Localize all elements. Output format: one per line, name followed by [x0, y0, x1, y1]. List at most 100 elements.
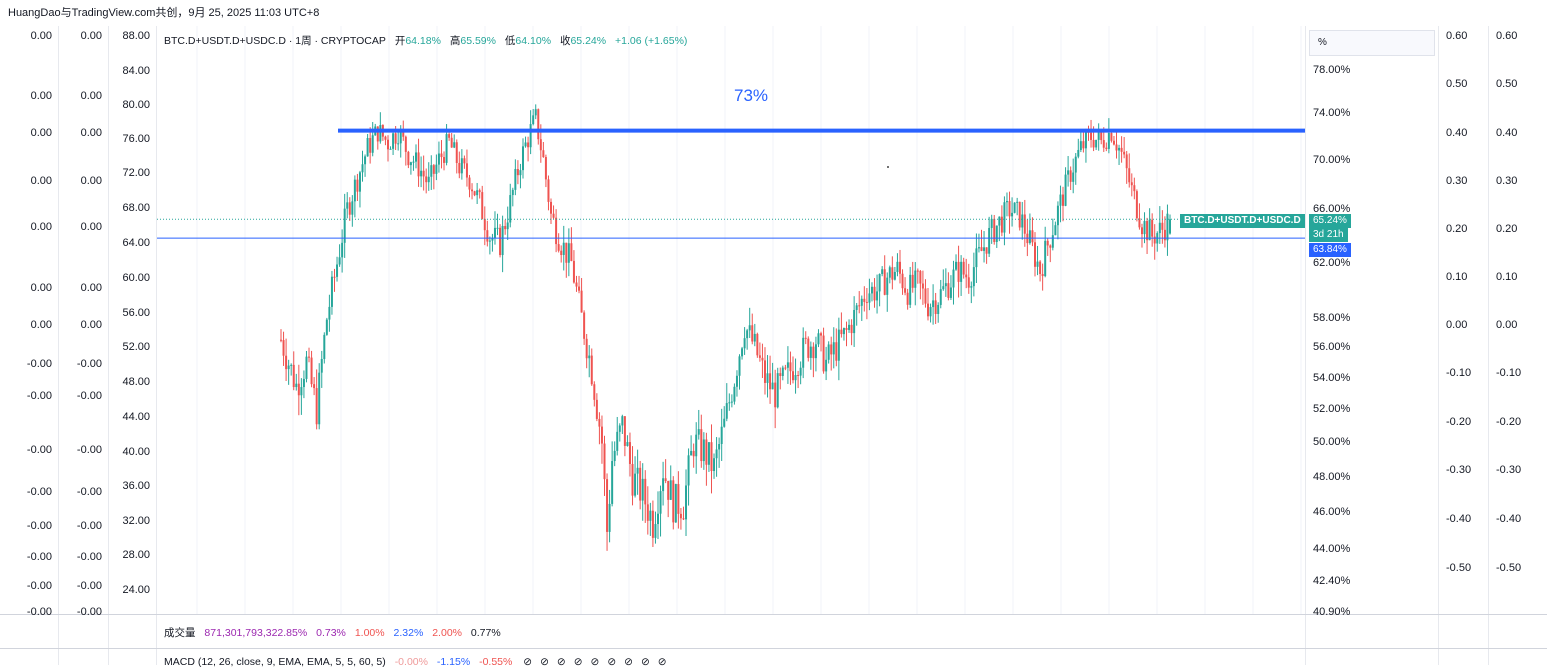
circle-slash-icon[interactable]: ⊘ — [523, 656, 533, 668]
axis-tick-label: 0.50 — [1496, 78, 1518, 90]
circle-slash-icon[interactable]: ⊘ — [624, 656, 633, 668]
price-chart[interactable] — [157, 26, 1305, 614]
circle-slash-icon[interactable]: ⊘ — [657, 656, 667, 668]
candle — [848, 319, 851, 333]
axis-tick-label: 0.10 — [1496, 271, 1518, 283]
candle — [988, 216, 991, 258]
axis-tick-label: 0.00 — [30, 319, 52, 331]
candle — [465, 149, 468, 187]
axis-separator — [1305, 26, 1306, 665]
level-annotation[interactable]: 73% — [734, 86, 769, 105]
candle — [985, 247, 988, 264]
percent-scale-button[interactable]: % — [1309, 30, 1435, 56]
candle — [478, 188, 481, 199]
axis-tick-label: -0.40 — [1446, 513, 1472, 525]
candle — [766, 355, 769, 398]
candle — [567, 228, 570, 277]
circle-slash-icon[interactable]: ⊘ — [556, 656, 566, 668]
candle — [929, 303, 932, 323]
circle-slash-icon[interactable]: ⊘ — [607, 656, 617, 668]
candle — [534, 104, 537, 120]
candle — [290, 363, 293, 376]
axis-tick-label: 64.00 — [122, 237, 150, 249]
candle — [427, 162, 430, 191]
candle — [825, 346, 828, 381]
candle — [392, 131, 395, 155]
candle — [481, 185, 484, 220]
candle — [1097, 123, 1100, 151]
volume-value-5: 2.00% — [432, 627, 462, 639]
pane-separator — [0, 614, 1547, 615]
candle — [850, 319, 853, 346]
legend-symbol[interactable]: BTC.D+USDT.D+USDC.D · 1周 · CRYPTOCAP — [164, 35, 386, 47]
candle — [685, 469, 688, 537]
candle — [855, 302, 858, 326]
axis-tick-label: 40.90% — [1313, 606, 1351, 618]
circle-slash-icon[interactable]: ⊘ — [540, 656, 549, 668]
candle — [858, 291, 861, 314]
candle — [575, 275, 578, 292]
candle — [863, 286, 866, 312]
circle-slash-icon[interactable]: ⊘ — [590, 656, 600, 668]
candle — [967, 263, 970, 294]
macd-legend[interactable]: MACD (12, 26, close, 9, EMA, EMA, 5, 5, … — [164, 656, 667, 668]
candle — [746, 328, 749, 350]
candle — [1041, 263, 1044, 291]
candle — [572, 250, 575, 284]
candle — [432, 163, 435, 190]
open-value: 64.18% — [405, 35, 441, 47]
candle — [1064, 167, 1067, 207]
candle — [659, 485, 662, 537]
candle — [771, 362, 774, 390]
candle — [1079, 129, 1082, 153]
volume-legend[interactable]: 成交量 871,301,793,322.85% 0.73% 1.00% 2.32… — [164, 625, 501, 640]
candle — [1074, 153, 1077, 185]
candle — [588, 345, 591, 378]
chart-legend: BTC.D+USDT.D+USDC.D · 1周 · CRYPTOCAP 开64… — [164, 33, 693, 48]
axis-tick-label: 44.00 — [122, 411, 150, 423]
candle — [1163, 216, 1166, 248]
candle — [409, 161, 412, 175]
candle — [1169, 214, 1171, 235]
axis-tick-label: 32.00 — [122, 515, 150, 527]
axis-tick-label: -0.30 — [1446, 464, 1472, 476]
candle — [476, 182, 479, 205]
candle — [690, 435, 693, 456]
circle-slash-icon[interactable]: ⊘ — [573, 656, 583, 668]
candle — [608, 489, 611, 543]
candle — [496, 213, 499, 236]
circle-slash-icon[interactable]: ⊘ — [640, 656, 650, 668]
candle — [761, 343, 764, 378]
candle — [557, 233, 560, 253]
candle — [845, 321, 848, 347]
candle — [1090, 119, 1093, 148]
candle — [837, 317, 840, 381]
candle — [781, 365, 784, 381]
candle — [735, 370, 738, 397]
axis-tick-label: -0.20 — [1446, 416, 1472, 428]
candle — [634, 456, 637, 498]
candle — [550, 198, 553, 224]
candle — [741, 346, 744, 360]
axis-tick-label: 0.00 — [80, 127, 102, 139]
candle — [835, 328, 838, 367]
candle — [417, 138, 420, 187]
candle — [361, 150, 364, 182]
candle — [578, 275, 581, 294]
candle — [1084, 128, 1087, 163]
axis-tick-label: 0.00 — [1446, 319, 1468, 331]
candle — [820, 331, 823, 352]
volume-label: 成交量 — [164, 627, 196, 639]
candle — [1125, 151, 1128, 184]
candle — [379, 112, 382, 144]
axis-tick-label: 66.00% — [1313, 203, 1351, 215]
candle — [282, 331, 285, 366]
candle — [649, 502, 652, 536]
candle — [555, 209, 558, 253]
candle — [1133, 177, 1136, 200]
axis-tick-label: -0.50 — [1446, 562, 1472, 574]
axis-tick-label: -0.50 — [1496, 562, 1522, 574]
candle — [1000, 205, 1003, 237]
candle — [702, 432, 705, 470]
candle — [483, 206, 486, 246]
